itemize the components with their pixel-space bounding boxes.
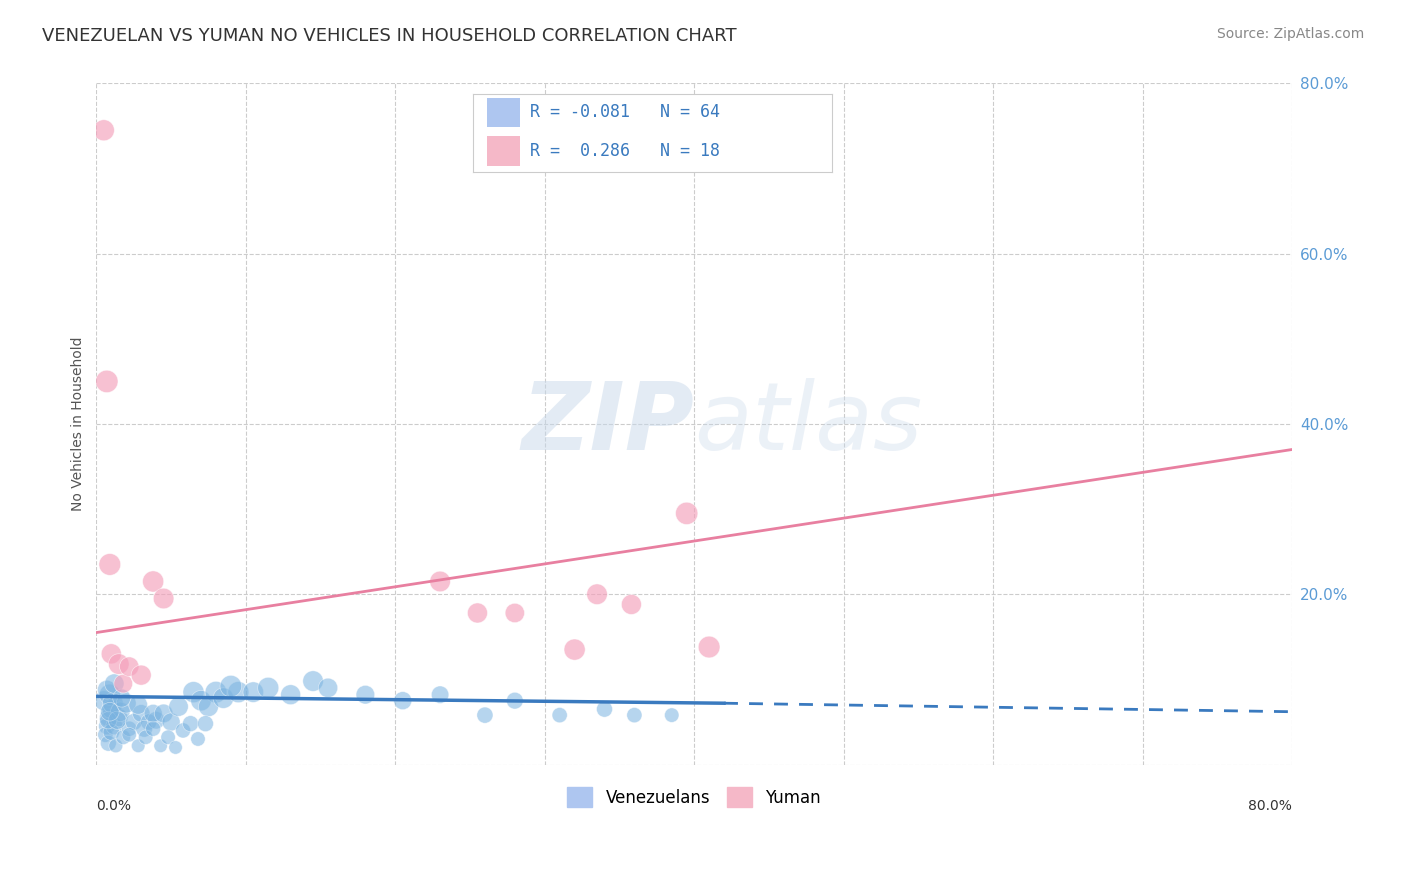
Point [187,731,209,746]
Point [97,736,120,750]
Point [548,708,571,723]
Point [129,668,152,682]
Point [564,642,586,657]
Point [165,740,187,755]
Point [179,716,201,731]
Point [142,574,165,589]
Point [503,693,526,707]
Point [152,591,174,606]
Point [112,676,135,690]
Point [620,598,643,612]
Point [96,719,118,733]
Point [586,587,609,601]
Point [160,714,183,729]
Point [623,708,645,723]
Point [219,679,242,693]
Point [107,711,129,725]
Point [149,739,172,753]
Point [105,713,128,727]
Point [503,606,526,620]
Point [474,708,496,723]
Point [104,739,127,753]
Point [661,708,683,723]
Point [100,702,122,716]
Point [98,558,121,572]
Point [697,640,720,654]
Point [111,691,134,706]
Point [138,714,160,729]
Point [391,693,413,707]
Point [98,688,121,702]
Point [118,722,141,736]
Point [135,731,157,745]
Point [354,688,377,702]
Point [94,728,117,742]
Point [122,714,145,729]
Point [675,507,697,521]
Point [467,606,489,620]
Point [101,696,124,710]
Point [157,731,180,745]
Legend: Venezuelans, Yuman: Venezuelans, Yuman [561,780,828,814]
Text: 0.0%: 0.0% [97,798,131,813]
Point [107,657,129,671]
Point [429,688,451,702]
Point [118,728,141,742]
Text: Source: ZipAtlas.com: Source: ZipAtlas.com [1216,27,1364,41]
Point [103,676,125,690]
Point [280,688,302,702]
Point [142,706,165,721]
Text: ZIP: ZIP [522,378,695,470]
Text: atlas: atlas [695,378,922,469]
Point [242,685,264,699]
Point [152,706,174,721]
Point [429,574,451,589]
Point [194,716,217,731]
Point [127,739,149,753]
Point [172,723,194,738]
Point [98,705,121,719]
Point [129,706,152,721]
Point [93,123,115,137]
Point [115,696,138,710]
Point [93,693,115,707]
Point [100,725,122,739]
Point [97,711,120,725]
Point [97,713,120,727]
Point [212,691,235,706]
Point [96,682,118,697]
Point [110,705,132,719]
Point [302,674,325,689]
Point [134,722,156,736]
Point [167,699,190,714]
Point [100,647,122,661]
Text: 80.0%: 80.0% [1249,798,1292,813]
Point [127,698,149,712]
Point [183,685,205,699]
Point [103,719,125,733]
Point [112,731,135,745]
Point [228,685,250,699]
Point [316,681,339,695]
Point [205,685,228,699]
Point [145,713,167,727]
Point [142,722,165,736]
Point [190,693,212,707]
Text: VENEZUELAN VS YUMAN NO VEHICLES IN HOUSEHOLD CORRELATION CHART: VENEZUELAN VS YUMAN NO VEHICLES IN HOUSE… [42,27,737,45]
Point [118,659,141,673]
Y-axis label: No Vehicles in Household: No Vehicles in Household [72,336,86,511]
Point [197,699,219,714]
Point [257,681,280,695]
Point [593,702,616,716]
Point [96,375,118,389]
